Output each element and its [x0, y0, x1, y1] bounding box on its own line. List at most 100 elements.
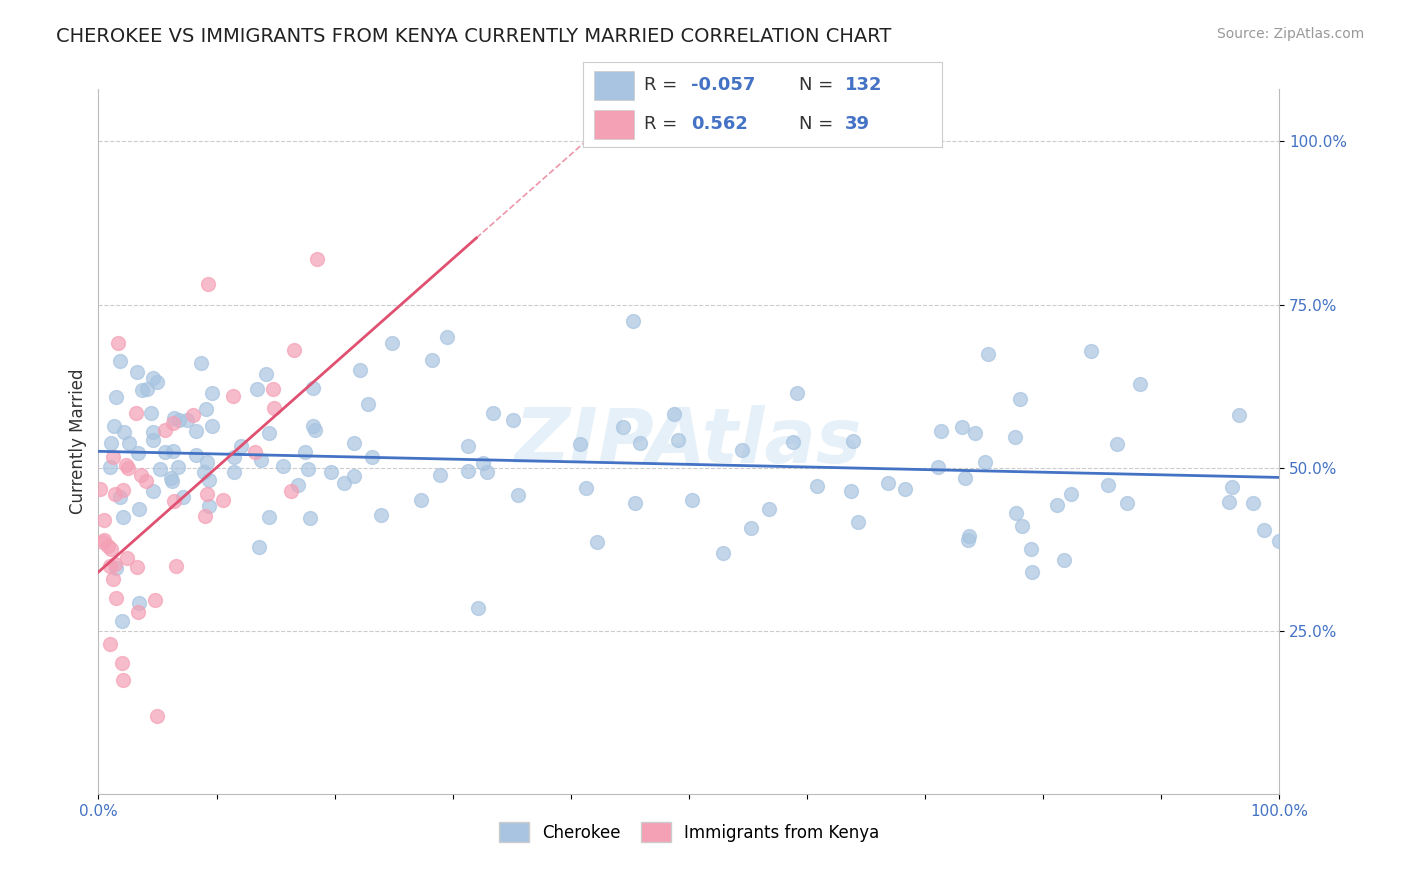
- Point: [98, 459, 121, 474]
- Point: [172, 490, 194, 504]
- Point: [1227, 408, 1250, 422]
- Point: [162, 416, 184, 430]
- Point: [117, 460, 139, 475]
- Point: [224, 465, 246, 479]
- Point: [1004, 430, 1026, 444]
- Point: [758, 502, 780, 516]
- Point: [112, 425, 135, 439]
- Point: [1011, 519, 1033, 533]
- Point: [319, 465, 342, 479]
- Point: [409, 493, 432, 508]
- Point: [198, 473, 221, 487]
- Point: [569, 437, 592, 451]
- Point: [740, 521, 762, 535]
- Point: [1105, 437, 1128, 451]
- Point: [247, 540, 270, 554]
- Point: [467, 600, 489, 615]
- Point: [731, 442, 754, 457]
- Point: [256, 367, 278, 381]
- Point: [287, 478, 309, 492]
- Point: [142, 433, 165, 447]
- Point: [957, 528, 980, 542]
- Point: [194, 509, 217, 524]
- Point: [246, 382, 269, 396]
- Point: [894, 483, 917, 497]
- Point: [97, 539, 120, 553]
- Point: [195, 455, 218, 469]
- Point: [127, 605, 149, 619]
- Point: [929, 425, 952, 439]
- Point: [190, 356, 212, 370]
- Point: [974, 455, 997, 469]
- Point: [197, 487, 219, 501]
- Point: [195, 402, 218, 417]
- Point: [146, 708, 169, 723]
- Point: [782, 434, 804, 449]
- Point: [1241, 496, 1264, 510]
- Point: [304, 423, 326, 437]
- Point: [1004, 506, 1026, 520]
- Point: [612, 420, 634, 434]
- Point: [107, 336, 129, 351]
- Point: [481, 406, 503, 420]
- Point: [128, 502, 150, 516]
- Point: [806, 479, 828, 493]
- Point: [100, 435, 122, 450]
- Point: [457, 439, 479, 453]
- Point: [263, 401, 285, 416]
- Point: [112, 510, 135, 524]
- Point: [1021, 565, 1043, 579]
- FancyBboxPatch shape: [595, 71, 634, 100]
- Point: [162, 443, 184, 458]
- Point: [104, 561, 127, 575]
- Point: [471, 457, 494, 471]
- Point: [839, 484, 862, 499]
- Point: [302, 418, 325, 433]
- Point: [117, 435, 139, 450]
- Point: [262, 383, 284, 397]
- Point: [343, 468, 366, 483]
- Point: [1097, 477, 1119, 491]
- Point: [146, 376, 169, 390]
- Point: [457, 464, 479, 478]
- Point: [381, 336, 404, 351]
- Point: [131, 383, 153, 397]
- Legend: Cherokee, Immigrants from Kenya: Cherokee, Immigrants from Kenya: [492, 815, 886, 849]
- Point: [977, 347, 1000, 361]
- Point: [298, 511, 321, 525]
- Point: [786, 385, 808, 400]
- Point: [127, 446, 149, 460]
- Point: [222, 389, 245, 403]
- Point: [115, 458, 138, 472]
- Point: [201, 385, 224, 400]
- Point: [142, 484, 165, 499]
- Point: [1080, 343, 1102, 358]
- Text: R =: R =: [644, 77, 683, 95]
- Point: [135, 475, 157, 489]
- Y-axis label: Currently Married: Currently Married: [69, 368, 87, 515]
- Point: [666, 434, 689, 448]
- Point: [89, 483, 111, 497]
- Point: [93, 533, 115, 547]
- Point: [101, 450, 124, 464]
- Point: [575, 481, 598, 495]
- Point: [1115, 496, 1137, 510]
- Point: [153, 423, 176, 437]
- Point: [259, 426, 281, 441]
- Point: [155, 445, 177, 459]
- Point: [965, 425, 987, 440]
- Point: [1129, 377, 1152, 392]
- Point: [149, 461, 172, 475]
- Point: [877, 475, 900, 490]
- Point: [1220, 480, 1243, 494]
- Point: [586, 534, 609, 549]
- Point: [343, 436, 366, 450]
- Point: [98, 637, 121, 651]
- Point: [243, 444, 266, 458]
- Point: [103, 419, 125, 434]
- FancyBboxPatch shape: [595, 110, 634, 139]
- Point: [108, 490, 131, 504]
- Point: [502, 413, 524, 427]
- Point: [842, 434, 865, 448]
- Point: [197, 277, 219, 291]
